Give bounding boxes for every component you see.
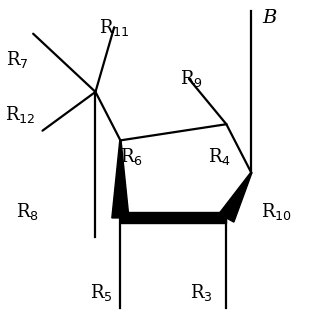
Text: R$_{11}$: R$_{11}$ [99,17,129,38]
Text: R$_7$: R$_7$ [6,49,29,70]
Text: R$_{10}$: R$_{10}$ [261,201,292,222]
Text: R$_{12}$: R$_{12}$ [5,104,36,125]
Text: R$_4$: R$_4$ [208,146,231,167]
Polygon shape [112,141,129,218]
Text: R$_3$: R$_3$ [190,282,213,303]
Text: R$_9$: R$_9$ [180,68,203,89]
Text: R$_5$: R$_5$ [90,282,113,303]
Polygon shape [120,213,226,223]
Text: R$_6$: R$_6$ [120,146,143,167]
Polygon shape [219,172,252,222]
Text: R$_8$: R$_8$ [16,201,39,222]
Text: B: B [263,8,277,26]
